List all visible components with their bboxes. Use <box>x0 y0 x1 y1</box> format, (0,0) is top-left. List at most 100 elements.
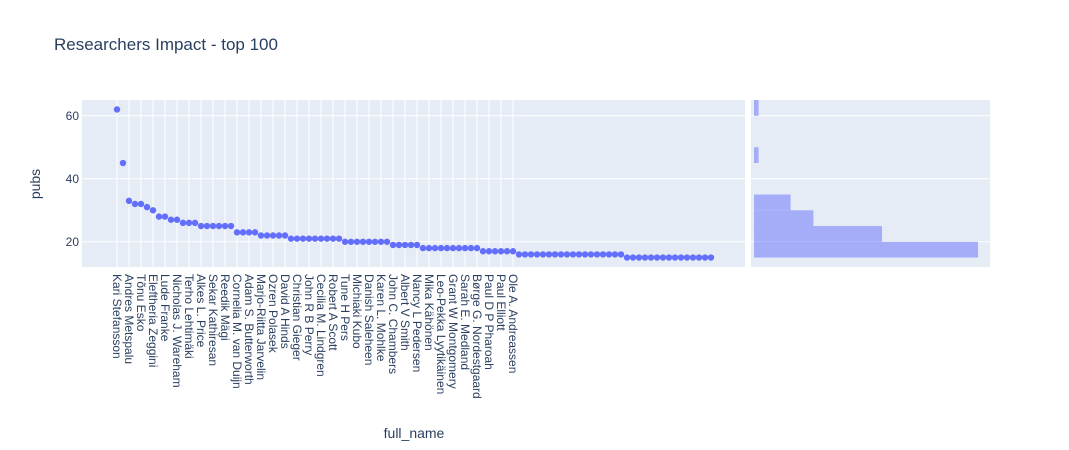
data-point <box>119 159 127 167</box>
data-point <box>497 248 505 255</box>
data-point <box>677 254 685 261</box>
data-point <box>323 235 331 242</box>
data-point <box>197 222 205 230</box>
data-point <box>503 248 511 255</box>
x-tick-label: Mika Kähönen <box>422 274 436 351</box>
x-tick-label: Michiaki Kubo <box>350 274 364 349</box>
data-point <box>539 251 547 258</box>
histogram-bar <box>754 100 759 116</box>
data-point <box>569 251 577 258</box>
data-point <box>581 251 589 258</box>
x-tick-label: Sarah E. Medland <box>458 274 472 370</box>
data-point <box>311 235 319 242</box>
x-tick-label: Alkes L. Price <box>194 274 208 348</box>
y-tick-label: 40 <box>66 172 80 186</box>
data-point <box>455 244 463 252</box>
histogram-bar <box>754 241 978 258</box>
data-point <box>293 235 301 242</box>
x-tick-label: Tune H Pers <box>338 274 352 341</box>
x-tick-label: Leo-Pekka Lyytikäinen <box>434 274 448 394</box>
data-point <box>347 238 355 245</box>
data-point <box>617 251 625 258</box>
data-point <box>515 251 523 258</box>
data-point <box>593 251 601 258</box>
x-tick-label: Danish Saleheen <box>362 274 376 365</box>
data-point <box>383 238 391 245</box>
data-point <box>227 222 235 230</box>
data-point <box>143 203 151 211</box>
scatter-points <box>113 106 715 261</box>
data-point <box>545 251 553 258</box>
data-point <box>251 229 259 236</box>
x-tick-label: Børge G. Nordestgaard <box>470 274 484 399</box>
data-point <box>425 244 433 252</box>
data-point <box>683 254 691 261</box>
data-point <box>509 248 517 255</box>
data-point <box>467 244 475 252</box>
data-point <box>287 235 295 242</box>
data-point <box>641 254 649 261</box>
data-point <box>533 251 541 258</box>
histogram-bar <box>754 210 814 227</box>
data-point <box>473 244 481 252</box>
x-tick-label: Christian Gieger <box>290 274 304 361</box>
data-point <box>665 254 673 261</box>
data-point <box>395 241 403 249</box>
gridlines <box>82 100 990 267</box>
x-tick-label: John C. Chambers <box>386 274 400 374</box>
data-point <box>419 244 427 252</box>
chart-title: Researchers Impact - top 100 <box>54 35 278 54</box>
data-point <box>185 219 193 227</box>
data-point <box>305 235 313 242</box>
data-point <box>209 222 217 230</box>
x-tick-label: Nicholas J. Wareham <box>170 274 184 388</box>
data-point <box>365 238 373 245</box>
data-point <box>203 222 211 230</box>
x-tick-label: Paul D P Pharoah <box>482 274 496 370</box>
data-point <box>173 216 181 223</box>
data-point <box>353 238 361 245</box>
data-point <box>695 254 703 261</box>
data-point <box>485 248 493 255</box>
main-plot-area <box>82 100 745 267</box>
data-point <box>335 235 343 242</box>
data-point <box>701 254 709 261</box>
x-tick-label: Reedik Mägi <box>218 274 232 341</box>
data-point <box>131 200 139 208</box>
data-point <box>437 244 445 252</box>
data-point <box>113 106 121 113</box>
x-tick-label: Cecilia M. Lindgren <box>314 274 328 377</box>
data-point <box>329 235 337 242</box>
data-point <box>563 251 571 258</box>
data-point <box>431 244 439 252</box>
data-point <box>599 251 607 258</box>
data-point <box>389 241 397 249</box>
x-tick-label: Ozren Polasek <box>266 274 280 354</box>
data-point <box>179 219 187 227</box>
data-point <box>707 254 715 261</box>
data-point <box>263 232 271 239</box>
data-point <box>611 251 619 258</box>
x-tick-label: Robert A Scott <box>326 274 340 351</box>
data-point <box>605 251 613 258</box>
data-point <box>167 216 175 223</box>
data-point <box>299 235 307 242</box>
x-tick-label: Kari Stefansson <box>110 274 124 359</box>
data-point <box>155 213 163 220</box>
x-tick-label: Grant W Montgomery <box>446 274 460 389</box>
data-point <box>587 251 595 258</box>
data-point <box>623 254 631 261</box>
data-point <box>653 254 661 261</box>
data-point <box>149 207 157 214</box>
data-point <box>443 244 451 252</box>
data-point <box>371 238 379 245</box>
data-point <box>413 241 421 249</box>
data-point <box>557 251 565 258</box>
x-tick-label: Lude Franke <box>158 274 172 342</box>
x-tick-label: David A Hinds <box>278 274 292 349</box>
data-point <box>629 254 637 261</box>
data-point <box>377 238 385 245</box>
data-point <box>125 197 133 205</box>
x-tick-label: Albert V Smith <box>398 274 412 351</box>
